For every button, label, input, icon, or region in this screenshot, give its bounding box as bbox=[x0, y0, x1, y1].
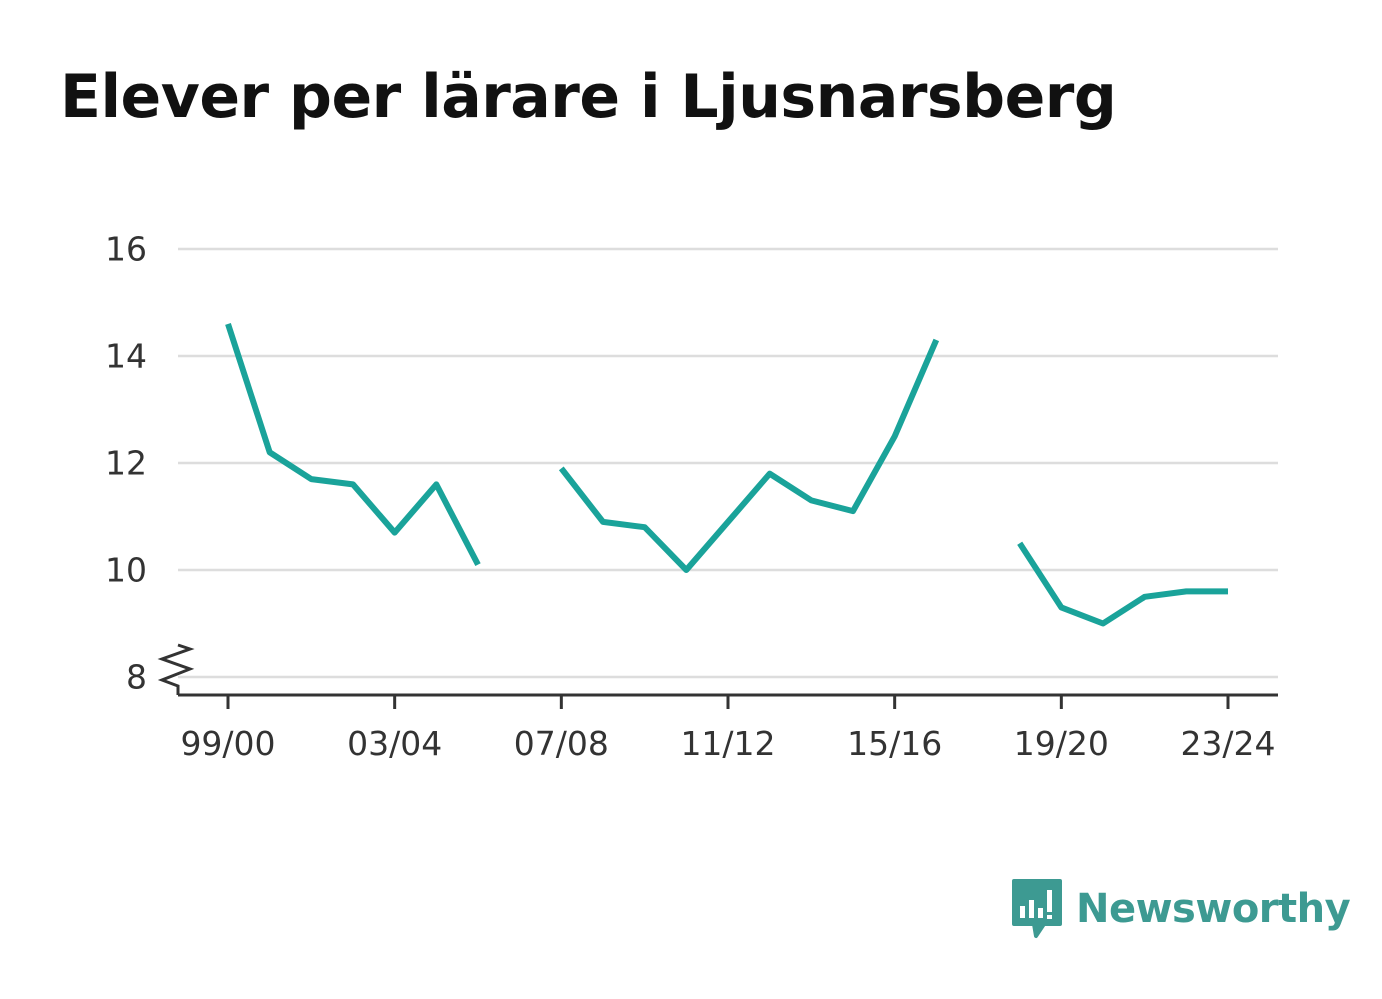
x-tick-label-99-00: 99/00 bbox=[180, 724, 275, 763]
y-axis-break-mark bbox=[157, 643, 195, 695]
grid-lines bbox=[178, 247, 1278, 679]
y-tick-label-8: 8 bbox=[126, 658, 147, 697]
series-lines bbox=[225, 322, 1228, 627]
x-tick-label-15-16: 15/16 bbox=[847, 724, 942, 763]
x-tick-label-23-24: 23/24 bbox=[1180, 724, 1275, 763]
series-0-segment-2 bbox=[1017, 541, 1228, 627]
x-tick-label-07-08: 07/08 bbox=[514, 724, 609, 763]
x-axis bbox=[157, 643, 1278, 709]
y-tick-label-16: 16 bbox=[105, 230, 147, 269]
newsworthy-logo-icon bbox=[1012, 879, 1062, 938]
x-tick-label-03-04: 03/04 bbox=[347, 724, 442, 763]
y-tick-label-10: 10 bbox=[105, 551, 147, 590]
newsworthy-brand: Newsworthy bbox=[1010, 878, 1351, 940]
chart-title: Elever per lärare i Ljusnarsberg bbox=[60, 62, 1117, 132]
x-tick-label-19-20: 19/20 bbox=[1014, 724, 1109, 763]
series-0-segment-0 bbox=[225, 322, 481, 566]
x-tick-labels: 99/00 03/04 07/08 11/12 15/16 19/20 23/24 bbox=[180, 724, 1275, 763]
x-tick-label-11-12: 11/12 bbox=[680, 724, 775, 763]
y-tick-label-14: 14 bbox=[105, 337, 147, 376]
y-tick-labels: 8 10 12 14 16 bbox=[105, 230, 147, 697]
series-0-segment-1 bbox=[558, 338, 940, 573]
y-tick-label-12: 12 bbox=[105, 444, 147, 483]
brand-name: Newsworthy bbox=[1076, 886, 1351, 932]
